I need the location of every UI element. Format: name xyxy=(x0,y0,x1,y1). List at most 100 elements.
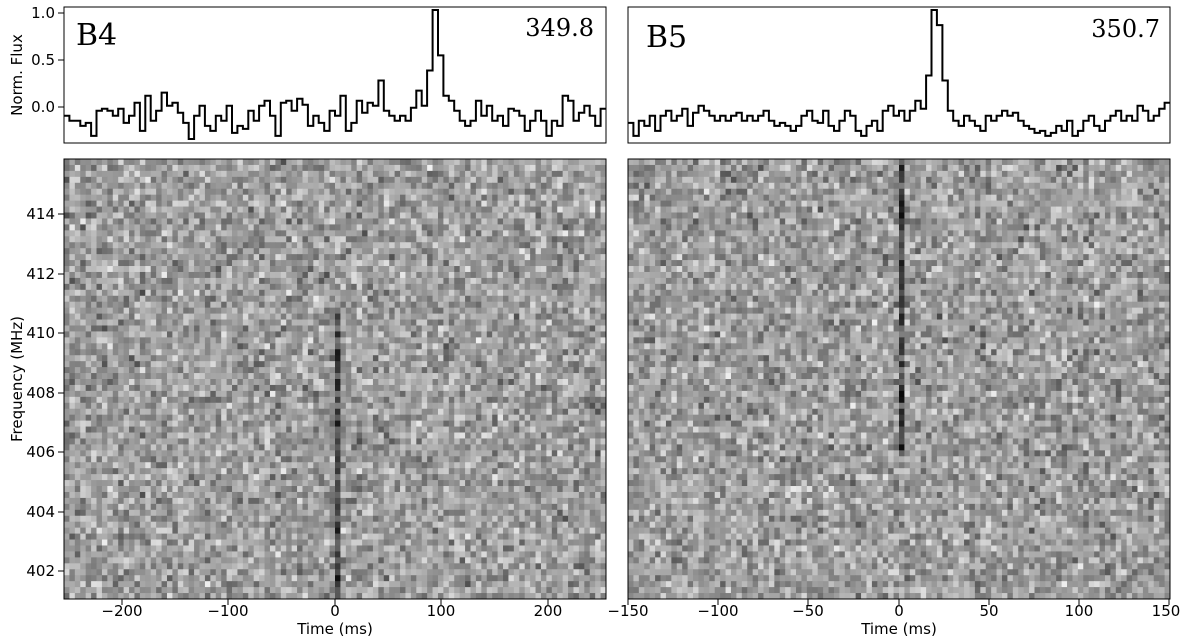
heatmap-cell xyxy=(324,444,330,451)
heatmap-cell xyxy=(161,260,168,267)
heatmap-cell xyxy=(405,277,412,285)
heatmap-cell xyxy=(80,248,87,255)
heatmap-cell xyxy=(188,373,195,380)
heatmap-cell xyxy=(210,355,217,362)
heatmap-cell xyxy=(573,224,580,231)
heatmap-cell xyxy=(454,384,461,392)
heatmap-cell xyxy=(215,206,222,213)
heatmap-cell xyxy=(259,159,265,166)
heatmap-cell xyxy=(335,271,341,279)
heatmap-cell xyxy=(226,414,233,422)
heatmap-cell xyxy=(557,414,564,422)
heatmap-cell xyxy=(324,426,330,433)
heatmap-cell xyxy=(600,408,607,416)
heatmap-cell xyxy=(107,325,114,332)
heatmap-cell xyxy=(259,373,265,380)
heatmap-cell xyxy=(589,432,596,439)
heatmap-cell xyxy=(356,206,363,213)
heatmap-cell xyxy=(112,236,119,243)
heatmap-cell xyxy=(551,176,558,184)
heatmap-cell xyxy=(313,325,320,332)
heatmap-cell xyxy=(351,301,358,309)
heatmap-cell xyxy=(486,170,493,178)
heatmap-cell xyxy=(475,182,482,190)
heatmap-cell xyxy=(589,402,596,410)
heatmap-cell xyxy=(302,325,309,332)
heatmap-cell xyxy=(584,164,591,172)
heatmap-cell xyxy=(443,218,450,225)
heatmap-cell xyxy=(378,254,385,261)
heatmap-cell xyxy=(204,444,211,451)
heatmap-cell xyxy=(91,408,97,416)
heatmap-cell xyxy=(389,248,396,255)
heatmap-cell xyxy=(378,450,385,457)
heatmap-cell xyxy=(313,408,320,416)
heatmap-cell xyxy=(96,402,103,410)
heatmap-cell xyxy=(237,379,244,386)
heatmap-cell xyxy=(454,325,461,332)
heatmap-cell xyxy=(367,277,374,285)
heatmap-cell xyxy=(383,194,390,202)
heatmap-cell xyxy=(91,295,97,303)
heatmap-cell xyxy=(280,396,287,404)
heatmap-cell xyxy=(145,426,152,433)
heatmap-cell xyxy=(313,450,320,457)
heatmap-cell xyxy=(80,295,87,303)
heatmap-cell xyxy=(91,248,97,255)
heatmap-cell xyxy=(410,248,417,255)
heatmap-cell xyxy=(74,319,81,326)
heatmap-cell xyxy=(204,182,211,190)
heatmap-cell xyxy=(280,301,287,309)
heatmap-cell xyxy=(150,313,157,320)
heatmap-cell xyxy=(372,295,379,303)
heatmap-cell xyxy=(400,379,406,386)
heatmap-cell xyxy=(389,384,396,392)
heatmap-cell xyxy=(486,343,493,350)
heatmap-cell xyxy=(107,289,114,297)
heatmap-cell xyxy=(329,260,336,267)
heatmap-cell xyxy=(166,271,173,279)
heatmap-cell xyxy=(280,367,287,374)
heatmap-cell xyxy=(584,426,591,433)
heatmap-cell xyxy=(367,230,374,237)
heatmap-cell xyxy=(183,367,190,374)
heatmap-cell xyxy=(551,337,558,344)
heatmap-cell xyxy=(410,224,417,231)
heatmap-cell xyxy=(204,367,211,374)
heatmap-cell xyxy=(324,277,330,285)
heatmap-cell xyxy=(351,384,358,392)
heatmap-cell xyxy=(421,194,428,202)
heatmap-cell xyxy=(80,224,87,231)
heatmap-cell xyxy=(394,248,401,255)
heatmap-cell xyxy=(362,164,368,172)
heatmap-cell xyxy=(242,242,249,249)
heatmap-cell xyxy=(275,194,282,202)
heatmap-cell xyxy=(194,414,200,422)
heatmap-cell xyxy=(118,164,125,172)
heatmap-cell xyxy=(573,408,580,416)
heatmap-cell xyxy=(557,379,564,386)
heatmap-cell xyxy=(74,331,81,338)
heatmap-cell xyxy=(389,289,396,297)
heatmap-cell xyxy=(519,295,526,303)
heatmap-cell xyxy=(269,194,276,202)
heatmap-cell xyxy=(286,325,293,332)
heatmap-cell xyxy=(264,444,271,451)
heatmap-cell xyxy=(210,319,217,326)
heatmap-cell xyxy=(443,242,450,249)
heatmap-cell xyxy=(416,212,423,219)
heatmap-cell xyxy=(91,218,97,225)
heatmap-cell xyxy=(448,224,455,231)
heatmap-cell xyxy=(248,349,255,356)
heatmap-cell xyxy=(519,170,526,178)
heatmap-cell xyxy=(318,426,325,433)
heatmap-cell xyxy=(302,301,309,309)
heatmap-cell xyxy=(394,194,401,202)
heatmap-cell xyxy=(302,170,309,178)
heatmap-cell xyxy=(85,307,92,314)
heatmap-cell xyxy=(551,426,558,433)
heatmap-cell xyxy=(324,390,330,398)
heatmap-cell xyxy=(362,230,368,237)
heatmap-cell xyxy=(530,295,536,303)
b4-profile-line xyxy=(64,9,606,140)
